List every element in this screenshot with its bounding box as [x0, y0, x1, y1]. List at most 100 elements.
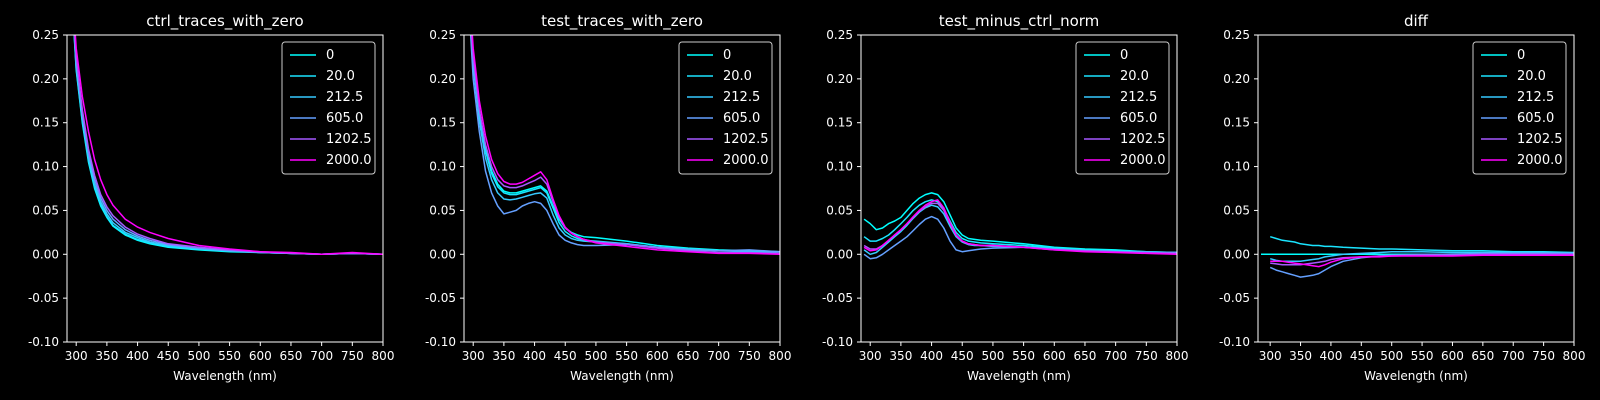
y-tick-label: -0.05	[822, 291, 853, 305]
legend-label: 605.0	[326, 111, 363, 126]
legend-label: 2000.0	[326, 153, 372, 168]
x-tick-label: 700	[1502, 349, 1525, 363]
x-tick-label: 650	[1074, 349, 1097, 363]
panel-2: test_traces_with_zero Wavelength (nm) 300 3…	[425, 12, 792, 383]
y-tick-label: -0.05	[425, 291, 456, 305]
legend-label: 1202.5	[1517, 132, 1563, 147]
legend-label: 20.0	[1517, 69, 1546, 84]
x-tick-label: 400	[126, 349, 149, 363]
x-tick-label: 400	[920, 349, 943, 363]
series-line-0	[863, 192, 1177, 254]
y-tick-label: -0.05	[28, 291, 59, 305]
x-tick-label: 350	[889, 349, 912, 363]
series-group	[73, 35, 383, 256]
legend-label: 20.0	[1120, 69, 1149, 84]
y-tick-label: 0.00	[32, 247, 59, 261]
x-tick-label: 300	[1259, 349, 1282, 363]
x-tick-label: 800	[1563, 349, 1586, 363]
y-tick-label: 0.10	[1223, 160, 1250, 174]
x-tick-label: 700	[310, 349, 333, 363]
y-tick-label: 0.20	[1223, 72, 1250, 86]
y-tick-label: 0.20	[429, 72, 456, 86]
y-tick-label: 0.15	[1223, 116, 1250, 130]
y-tick-label: -0.05	[1219, 291, 1250, 305]
x-tick-label: 500	[981, 349, 1004, 363]
series-line-2000.0	[863, 199, 1177, 256]
x-tick-label: 450	[951, 349, 974, 363]
y-tick-label: 0.05	[1223, 203, 1250, 217]
x-tick-label: 700	[707, 349, 730, 363]
legend-label: 0	[1120, 48, 1128, 63]
legend-label: 605.0	[723, 111, 760, 126]
y-tick-label: 0.15	[32, 116, 59, 130]
legend-label: 605.0	[1120, 111, 1157, 126]
chart-title: test_traces_with_zero	[541, 12, 703, 31]
y-tick-label: -0.10	[822, 335, 853, 349]
x-tick-label: 550	[1411, 349, 1434, 363]
series-line-0	[470, 35, 780, 253]
legend-box	[281, 41, 376, 175]
x-tick-label: 300	[859, 349, 882, 363]
legend-label: 20.0	[326, 69, 355, 84]
x-tick-label: 500	[187, 349, 210, 363]
legend-label: 0	[723, 48, 731, 63]
x-tick-label: 300	[65, 349, 88, 363]
x-axis-label: Wavelength (nm)	[570, 369, 674, 383]
legend-label: 0	[1517, 48, 1525, 63]
x-tick-label: 350	[95, 349, 118, 363]
chart-title: diff	[1404, 12, 1429, 30]
x-tick-label: 550	[218, 349, 241, 363]
x-axis-label: Wavelength (nm)	[967, 369, 1071, 383]
x-tick-label: 750	[1135, 349, 1158, 363]
plot-frame	[860, 34, 1178, 343]
series-line-2000.0	[471, 35, 780, 256]
y-tick-label: 0.00	[826, 247, 853, 261]
y-tick-label: -0.10	[1219, 335, 1250, 349]
legend-label: 212.5	[1120, 90, 1157, 105]
legend-label: 212.5	[1517, 90, 1554, 105]
series-group	[1261, 235, 1574, 278]
x-tick-label: 800	[372, 349, 395, 363]
x-tick-label: 300	[462, 349, 485, 363]
y-tick-label: 0.10	[429, 160, 456, 174]
legend-label: 2000.0	[1120, 153, 1166, 168]
legend-box	[678, 41, 773, 175]
y-tick-label: -0.10	[28, 335, 59, 349]
y-tick-label: 0.10	[32, 160, 59, 174]
legend-label: 212.5	[326, 90, 363, 105]
plot-frame	[463, 34, 781, 343]
legend-label: 1202.5	[723, 132, 769, 147]
x-tick-label: 400	[523, 349, 546, 363]
x-tick-label: 550	[1012, 349, 1035, 363]
y-tick-label: 0.25	[429, 28, 456, 42]
x-tick-label: 450	[157, 349, 180, 363]
y-tick-label: 0.25	[1223, 28, 1250, 42]
series-line-1202.5	[73, 35, 383, 256]
y-tick-label: 0.15	[826, 116, 853, 130]
plot-frame	[1257, 34, 1575, 343]
legend-label: 20.0	[723, 69, 752, 84]
x-tick-label: 600	[1441, 349, 1464, 363]
x-axis-label: Wavelength (nm)	[1364, 369, 1468, 383]
legend-label: 1202.5	[1120, 132, 1166, 147]
x-tick-label: 700	[1104, 349, 1127, 363]
x-tick-label: 450	[554, 349, 577, 363]
panel-1: ctrl_traces_with_zero Wavelength (nm) 300 3…	[28, 12, 395, 383]
y-tick-label: 0.00	[429, 247, 456, 261]
y-tick-label: 0.25	[826, 28, 853, 42]
series-group	[863, 192, 1177, 260]
chart-title: ctrl_traces_with_zero	[146, 12, 303, 31]
y-tick-label: 0.20	[826, 72, 853, 86]
x-tick-label: 550	[615, 349, 638, 363]
x-tick-label: 500	[584, 349, 607, 363]
legend-label: 212.5	[723, 90, 760, 105]
y-tick-label: 0.05	[429, 203, 456, 217]
x-tick-label: 650	[1471, 349, 1494, 363]
x-tick-label: 600	[646, 349, 669, 363]
x-tick-label: 350	[492, 349, 515, 363]
series-line-20.0	[1269, 235, 1574, 254]
x-tick-label: 400	[1319, 349, 1342, 363]
x-tick-label: 800	[769, 349, 792, 363]
